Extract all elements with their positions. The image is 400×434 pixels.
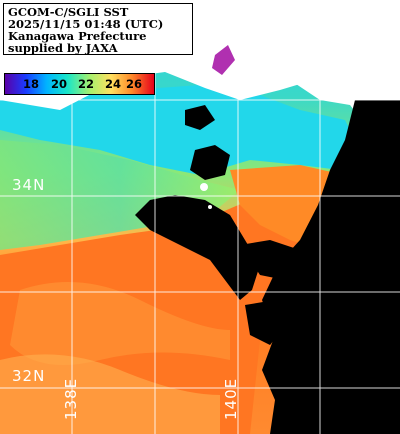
title-line: 2025/11/15 01:48 (UTC) xyxy=(8,17,164,31)
island xyxy=(212,45,235,75)
no-data-cloud-patch-3 xyxy=(245,300,290,345)
latitude-label-34n: 34N xyxy=(12,176,46,194)
legend-tick: 18 xyxy=(23,77,40,91)
longitude-label-140e: 140E xyxy=(222,377,240,420)
title-line: GCOM-C/SGLI SST xyxy=(8,5,129,19)
no-data-cloud-patch-2 xyxy=(240,240,310,280)
color-legend: 18 20 22 24 26 xyxy=(4,73,155,95)
title-line: supplied by JAXA xyxy=(8,41,118,55)
no-data-clouds xyxy=(135,195,260,300)
no-data-east xyxy=(262,100,400,434)
latitude-label-32n: 32N xyxy=(12,367,46,385)
legend-tick: 24 xyxy=(105,77,122,91)
longitude-label-138e: 138E xyxy=(62,377,80,420)
title-line: Kanagawa Prefecture xyxy=(8,29,147,43)
southwest-lighter-water xyxy=(0,354,220,434)
no-data-cloud-patch-1 xyxy=(190,145,230,180)
title-box: GCOM-C/SGLI SST 2025/11/15 01:48 (UTC) K… xyxy=(3,3,193,55)
legend-tick: 20 xyxy=(51,77,68,91)
no-data-cloud-patch-4 xyxy=(185,105,215,130)
island xyxy=(200,183,208,191)
land-boso xyxy=(250,0,400,120)
legend-tick: 26 xyxy=(126,77,143,91)
legend-tick: 22 xyxy=(78,77,95,91)
island xyxy=(208,205,212,209)
warm-eddies xyxy=(10,282,230,365)
transition-band xyxy=(0,140,240,250)
